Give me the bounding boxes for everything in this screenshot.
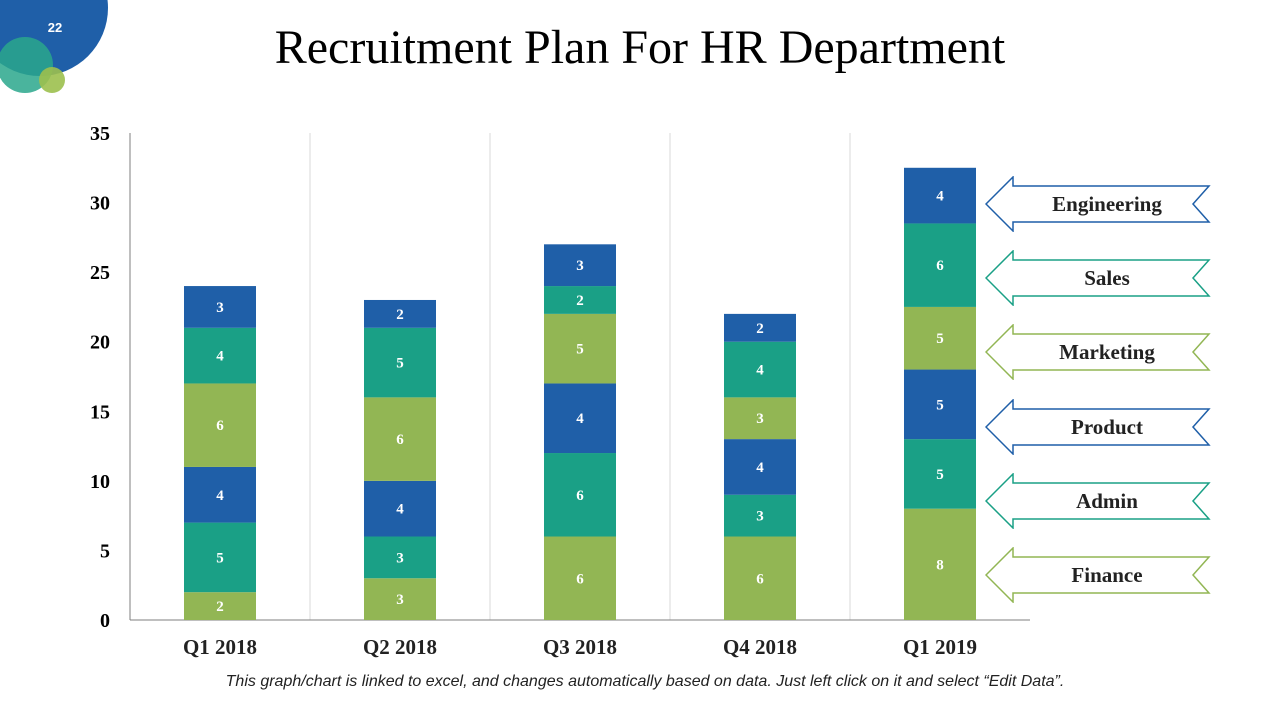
y-tick-label: 10 (90, 471, 110, 493)
data-label: 5 (936, 331, 944, 347)
x-tick-label: Q1 2019 (903, 635, 977, 659)
bar-segment (544, 313, 616, 384)
bar-segment (904, 306, 976, 370)
legend-label: Product (1071, 414, 1143, 439)
legend-item-finance: Finance (985, 547, 1211, 603)
data-label: 6 (216, 418, 224, 434)
bar-segment (724, 439, 796, 495)
legend-arrow-shape (985, 398, 1211, 455)
legend-arrow-shape (985, 472, 1211, 529)
bar-segment (904, 439, 976, 509)
data-label: 5 (936, 397, 944, 413)
y-tick-label: 15 (90, 401, 110, 423)
bar-segment (544, 286, 616, 314)
data-label: 3 (756, 509, 764, 525)
y-tick-label: 30 (90, 193, 110, 215)
bar-segment (544, 383, 616, 454)
bar-segment (904, 167, 976, 224)
data-label: 3 (576, 258, 584, 274)
legend-label: Engineering (1052, 192, 1162, 216)
bar-segment (184, 383, 256, 467)
legend-arrow-shape (985, 547, 1211, 603)
bar-segment (364, 397, 436, 481)
data-label: 2 (756, 321, 764, 337)
data-label: 4 (936, 189, 944, 205)
data-label: 6 (936, 258, 944, 274)
bar-segment (364, 578, 436, 620)
data-label: 5 (396, 356, 404, 372)
bar-segment (904, 508, 976, 620)
data-label: 3 (216, 300, 224, 316)
data-label: 3 (396, 550, 404, 566)
bar-segment (364, 536, 436, 579)
data-label: 2 (576, 293, 584, 309)
data-label: 4 (216, 488, 224, 504)
y-tick-label: 0 (100, 610, 110, 632)
data-label: 5 (936, 467, 944, 483)
y-tick-label: 5 (100, 540, 110, 562)
bar-segment (544, 536, 616, 620)
bar-segment (724, 397, 796, 440)
data-label: 6 (756, 571, 764, 587)
data-label: 4 (576, 411, 584, 427)
x-tick-label: Q1 2018 (183, 635, 257, 659)
legend-item-product: Product (985, 398, 1211, 455)
bar-segment (904, 369, 976, 440)
data-label: 3 (756, 411, 764, 427)
legend-arrow-shape (985, 324, 1211, 381)
data-label: 6 (576, 488, 584, 504)
bar-segment (544, 244, 616, 287)
bar-segment (364, 299, 436, 328)
x-tick-label: Q4 2018 (723, 635, 797, 659)
data-label: 4 (756, 363, 764, 379)
bar-segment (364, 480, 436, 537)
page-title: Recruitment Plan For HR Department (274, 21, 1006, 74)
slide-number: 22 (47, 20, 63, 35)
data-label: 4 (216, 349, 224, 365)
legend-arrow-shape (985, 250, 1211, 307)
y-tick-label: 35 (90, 123, 110, 145)
legend-item-engineering: Engineering (985, 176, 1211, 232)
bar-segment (724, 536, 796, 620)
bar-segment (724, 313, 796, 342)
legend-arrow-shape (985, 176, 1211, 232)
bar-segment (184, 592, 256, 620)
legend-label: Finance (1071, 563, 1143, 587)
data-label: 5 (216, 550, 224, 566)
data-label: 2 (216, 599, 224, 615)
bar-segment (904, 223, 976, 307)
legend-label: Sales (1084, 266, 1130, 291)
y-tick-label: 20 (90, 332, 110, 354)
legend-item-marketing: Marketing (985, 324, 1211, 381)
data-label: 5 (576, 342, 584, 358)
legend-item-admin: Admin (985, 472, 1211, 529)
bar-segment (184, 522, 256, 593)
bar-segment (724, 494, 796, 537)
y-tick-label: 25 (90, 262, 110, 284)
data-label: 6 (576, 571, 584, 587)
data-label: 8 (936, 557, 944, 573)
data-label: 4 (756, 460, 764, 476)
corner-decoration (0, 0, 108, 93)
bar-segment (184, 327, 256, 384)
bar-segment (724, 341, 796, 398)
bar-segment (184, 286, 256, 328)
data-label: 3 (396, 592, 404, 608)
bar-segment (184, 466, 256, 523)
footnote: This graph/chart is linked to excel, and… (225, 673, 1065, 690)
legend-label: Marketing (1059, 340, 1155, 365)
bar-segment (544, 453, 616, 537)
legend-item-sales: Sales (985, 250, 1211, 307)
bar-segment (364, 327, 436, 398)
legend-label: Admin (1076, 488, 1138, 513)
data-label: 4 (396, 502, 404, 518)
data-label: 2 (396, 307, 404, 323)
data-label: 6 (396, 432, 404, 448)
x-tick-label: Q3 2018 (543, 635, 617, 659)
x-tick-label: Q2 2018 (363, 635, 437, 659)
deco-green-circle (39, 67, 65, 93)
